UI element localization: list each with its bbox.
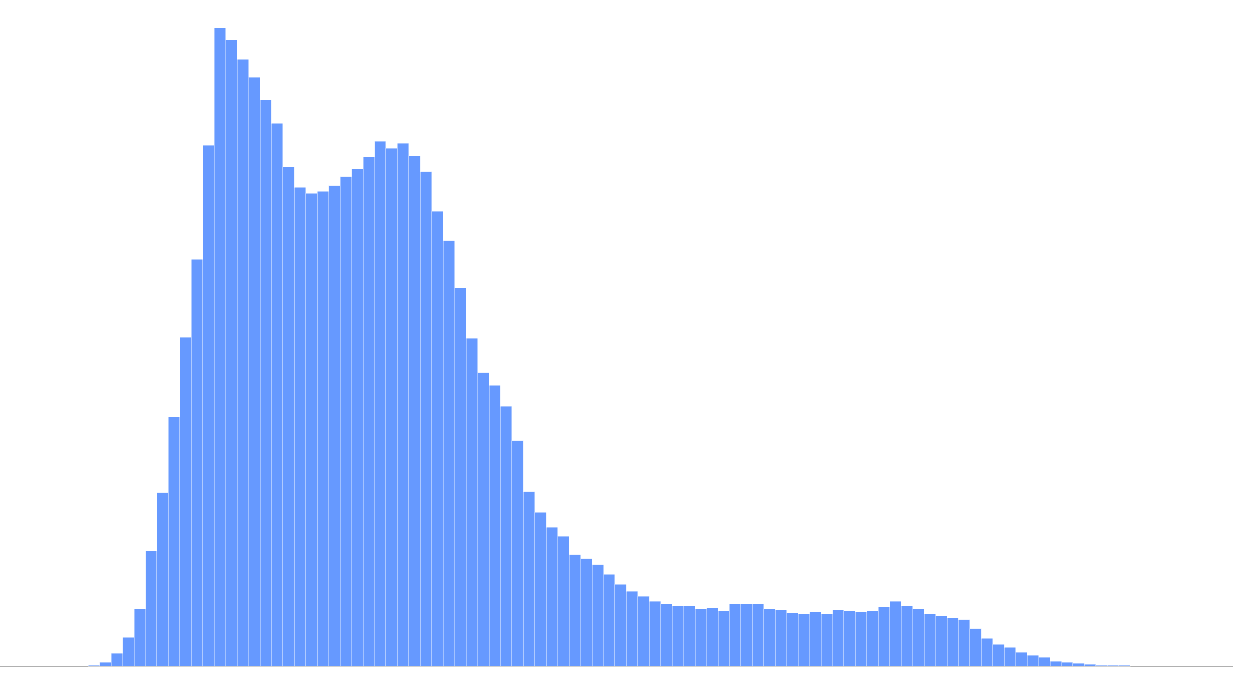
histogram-bar [362, 156, 375, 667]
histogram-bar [981, 638, 993, 667]
histogram-bar [672, 605, 684, 667]
histogram-bar [832, 609, 845, 667]
histogram-bar [534, 512, 547, 667]
histogram-bar [511, 440, 524, 667]
histogram-bar [488, 385, 501, 667]
histogram-bar [958, 619, 971, 667]
histogram-bar [878, 606, 890, 667]
histogram-bar [797, 613, 810, 667]
histogram-bar [248, 76, 261, 667]
histogram-bar [889, 600, 902, 667]
histogram-bar [1118, 664, 1131, 667]
histogram-bar [603, 574, 616, 667]
histogram-bar [156, 492, 169, 667]
histogram-bar [637, 595, 650, 667]
histogram-bar [1084, 663, 1097, 667]
histogram-bar [1072, 662, 1085, 667]
histogram-bar [1038, 656, 1051, 667]
histogram-bar [626, 590, 639, 667]
histogram-bar [122, 637, 135, 667]
histogram-bar [385, 147, 398, 667]
histogram-bar [99, 661, 112, 667]
histogram-bar [614, 584, 627, 667]
histogram-bar [866, 610, 879, 667]
histogram-bar [110, 653, 123, 667]
histogram-bar [328, 185, 341, 667]
histogram-bar [1049, 660, 1062, 667]
histogram-bar [374, 140, 387, 667]
histogram-bar [351, 168, 364, 667]
histogram-bar [946, 617, 959, 667]
histogram-bar [500, 405, 513, 667]
histogram-bar [901, 605, 913, 667]
histogram-bar [225, 39, 238, 667]
histogram-bar [763, 608, 776, 667]
histogram-bar [294, 187, 307, 667]
histogram-bar [339, 176, 352, 667]
histogram-bar [317, 191, 329, 667]
histogram-bar [820, 613, 833, 667]
histogram-bar [191, 259, 203, 667]
histogram-bar [88, 664, 100, 667]
histogram-bar [179, 336, 192, 667]
histogram-bar [443, 240, 455, 667]
histogram-bar [660, 603, 673, 667]
histogram-bar [1004, 647, 1016, 667]
histogram-bar [431, 210, 444, 667]
histogram-bar [729, 603, 742, 667]
histogram-bar [465, 337, 478, 667]
histogram-bar [775, 609, 787, 667]
histogram-bar [809, 611, 822, 667]
histogram-bar [740, 603, 753, 667]
histogram-bar [752, 603, 764, 667]
histogram-bar [397, 142, 410, 667]
histogram-bar [1015, 652, 1028, 667]
histogram-bar [477, 372, 490, 667]
histogram-bar [271, 123, 284, 667]
histogram-bar [282, 166, 295, 667]
histogram-bar [213, 27, 226, 667]
histogram-bar [568, 554, 581, 667]
histogram-bar [694, 608, 707, 667]
histogram-bar [557, 535, 570, 667]
histogram-bar [408, 155, 421, 667]
histogram-bar [923, 613, 936, 667]
histogram-bar [420, 171, 432, 667]
histogram-bar [145, 550, 158, 667]
histogram-bar [969, 628, 982, 667]
histogram-bar [1095, 664, 1108, 667]
histogram-bar [717, 610, 730, 667]
histogram-bar [454, 287, 467, 667]
histogram-bar [786, 612, 799, 667]
histogram-bar [546, 526, 558, 667]
histogram-bar [683, 605, 696, 667]
histogram-bars [88, 27, 1131, 667]
histogram-bar [236, 59, 249, 667]
histogram-bar [706, 607, 719, 667]
histogram-bar [259, 99, 272, 667]
histogram-bar [912, 608, 925, 667]
histogram-bar [523, 491, 535, 667]
histogram-bar [843, 610, 856, 667]
histogram-bar [305, 193, 318, 667]
histogram-bar [1107, 664, 1119, 667]
histogram-bar [202, 144, 215, 667]
histogram-bar [591, 564, 604, 667]
histogram-bar [1026, 654, 1039, 667]
histogram-bar [580, 558, 593, 667]
histogram-bar [992, 644, 1005, 667]
histogram-bar [855, 611, 868, 667]
histogram-bar [133, 608, 146, 667]
histogram-bar [935, 615, 948, 667]
histogram-bar [168, 416, 181, 667]
histogram-bar [1061, 661, 1074, 667]
histogram-bar [649, 600, 661, 667]
